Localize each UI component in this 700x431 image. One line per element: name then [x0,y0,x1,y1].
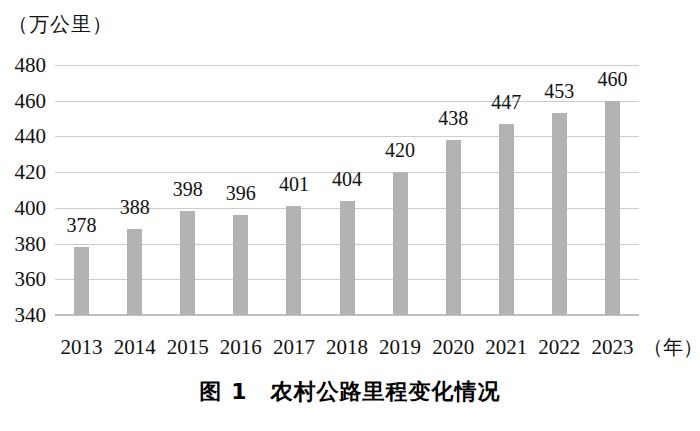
bar [393,172,408,315]
x-tick-label: 2013 [61,334,103,360]
x-tick-label: 2015 [167,334,209,360]
bar-value-label: 378 [54,215,110,235]
plot-area: 378388398396401404 420 438447453460 [55,65,639,315]
bar [180,211,195,315]
bar-value-label: 438 [425,108,481,128]
bar-value-label: 420 [372,140,428,160]
x-tick-label: 2014 [114,334,156,360]
y-tick-label: 360 [0,266,46,292]
bar-value-label: 453 [531,81,587,101]
figure: （万公里） 340360380400420440460480 378388398… [0,0,700,431]
bar [605,101,620,315]
gridline [55,65,639,66]
x-axis: （年） 2013 2014 2015 2016 2017 2018 2019 2020 2021… [0,334,700,362]
y-tick-label: 380 [0,231,46,257]
bar [127,229,142,315]
bar-value-label: 396 [213,183,269,203]
bar [340,201,355,315]
bar-value-label: 460 [584,69,640,89]
y-tick-label: 440 [0,123,46,149]
x-tick-label: 2022 [538,334,580,360]
y-tick-label: 460 [0,88,46,114]
y-tick-label: 420 [0,159,46,185]
bar [74,247,89,315]
x-tick-label: 2023 [591,334,633,360]
bar [552,113,567,315]
bar-value-label: 388 [107,197,163,217]
bar-value-label: 404 [319,169,375,189]
bar-value-label: 401 [266,174,322,194]
x-tick-label: 2019 [379,334,421,360]
x-axis-unit: （年） [643,334,700,360]
bar-value-label: 398 [160,179,216,199]
x-tick-label: 2018 [326,334,368,360]
x-tick-label: 2017 [273,334,315,360]
y-tick-label: 400 [0,195,46,221]
x-tick-label: 2020 [432,334,474,360]
bar [286,206,301,315]
bar [446,140,461,315]
bar-value-label: 447 [478,92,534,112]
y-tick-label: 340 [0,302,46,328]
bar [233,215,248,315]
y-tick-label: 480 [0,52,46,78]
x-tick-label: 2021 [485,334,527,360]
figure-caption: 图 1 农村公路里程变化情况 [0,377,700,407]
x-tick-label: 2016 [220,334,262,360]
y-axis: 340 360 380 400 420 440 460 480 [0,0,46,431]
bar [499,124,514,315]
